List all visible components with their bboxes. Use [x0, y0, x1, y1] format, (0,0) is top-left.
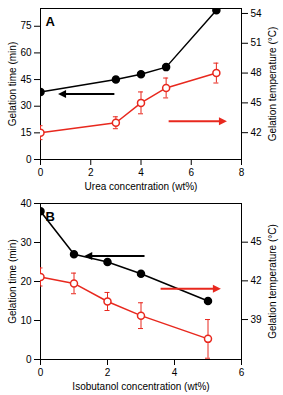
svg-text:A: A	[46, 14, 56, 29]
svg-text:Gelation temperature (°C): Gelation temperature (°C)	[267, 224, 278, 339]
svg-text:45: 45	[251, 97, 263, 108]
svg-text:8: 8	[239, 167, 245, 178]
svg-text:75: 75	[20, 20, 32, 31]
svg-text:0: 0	[38, 167, 44, 178]
svg-text:0: 0	[38, 367, 44, 378]
svg-text:30: 30	[20, 237, 32, 248]
svg-text:B: B	[46, 209, 55, 224]
svg-text:40: 40	[20, 198, 32, 209]
svg-text:Gelation temperature (°C): Gelation temperature (°C)	[267, 27, 278, 142]
svg-text:0: 0	[26, 354, 32, 365]
svg-text:2: 2	[105, 367, 111, 378]
svg-text:Gelation time (min): Gelation time (min)	[7, 239, 18, 323]
svg-text:4: 4	[172, 367, 178, 378]
svg-text:Isobutanol concentration (wt%): Isobutanol concentration (wt%)	[72, 381, 209, 392]
svg-text:42: 42	[251, 275, 263, 286]
svg-text:Urea concentration (wt%): Urea concentration (wt%)	[85, 181, 198, 192]
svg-text:60: 60	[20, 47, 32, 58]
svg-text:51: 51	[251, 37, 263, 48]
svg-text:39: 39	[251, 314, 263, 325]
svg-text:30: 30	[20, 100, 32, 111]
svg-text:54: 54	[251, 8, 263, 19]
svg-text:45: 45	[20, 74, 32, 85]
svg-text:20: 20	[20, 276, 32, 287]
svg-text:42: 42	[251, 127, 263, 138]
svg-text:6: 6	[188, 167, 194, 178]
svg-text:10: 10	[20, 315, 32, 326]
svg-text:6: 6	[239, 367, 245, 378]
svg-text:15: 15	[20, 127, 32, 138]
svg-text:48: 48	[251, 67, 263, 78]
svg-text:4: 4	[138, 167, 144, 178]
svg-text:2: 2	[88, 167, 94, 178]
svg-text:Gelation time (min): Gelation time (min)	[7, 42, 18, 126]
svg-text:45: 45	[251, 236, 263, 247]
svg-text:0: 0	[26, 154, 32, 165]
